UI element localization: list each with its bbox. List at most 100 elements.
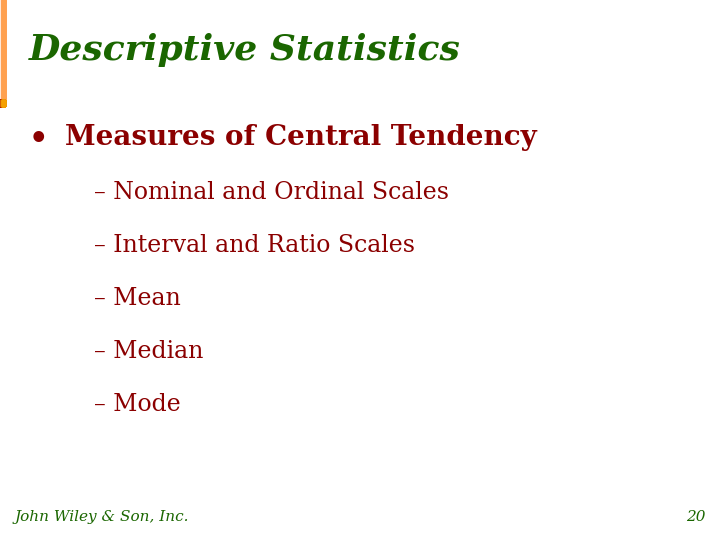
- Bar: [0, 100, 3, 106]
- Bar: [1, 0, 4, 100]
- Bar: [0, 100, 2, 106]
- Bar: [2, 100, 4, 106]
- Bar: [1, 100, 4, 106]
- Bar: [2, 100, 4, 106]
- Bar: [2, 0, 4, 100]
- Bar: [1, 100, 4, 106]
- Bar: [1, 0, 4, 100]
- Bar: [1, 100, 4, 106]
- Bar: [0, 100, 3, 106]
- Bar: [2, 100, 4, 106]
- Bar: [1, 0, 3, 100]
- Bar: [0, 100, 3, 106]
- Bar: [0, 0, 3, 100]
- Bar: [1, 100, 4, 106]
- Bar: [1, 0, 4, 100]
- Bar: [1, 100, 3, 106]
- Bar: [1, 100, 3, 106]
- Bar: [1, 0, 4, 100]
- Bar: [0, 0, 3, 100]
- Bar: [1, 0, 3, 100]
- Bar: [1, 100, 3, 106]
- Bar: [2, 0, 5, 100]
- Bar: [1, 100, 3, 106]
- Bar: [0, 100, 3, 106]
- Bar: [2, 100, 4, 106]
- Bar: [1, 100, 3, 106]
- Bar: [1, 100, 4, 106]
- Bar: [1, 100, 3, 106]
- Bar: [1, 100, 4, 106]
- Bar: [2, 100, 4, 106]
- Bar: [1, 100, 3, 106]
- Bar: [2, 0, 4, 100]
- Bar: [0, 100, 2, 106]
- Bar: [1, 0, 3, 100]
- Bar: [0, 100, 2, 106]
- Bar: [1, 0, 3, 100]
- Bar: [1, 0, 3, 100]
- Bar: [1, 100, 4, 106]
- Bar: [1, 0, 3, 100]
- Bar: [0, 0, 3, 100]
- Bar: [1, 0, 4, 100]
- Bar: [0, 100, 3, 106]
- Bar: [1, 100, 4, 106]
- Bar: [1, 0, 4, 100]
- Bar: [1, 100, 4, 106]
- Bar: [1, 100, 4, 106]
- Bar: [2, 0, 4, 100]
- Bar: [2, 0, 4, 100]
- Text: •: •: [29, 124, 48, 155]
- Bar: [1, 0, 4, 100]
- Bar: [2, 0, 4, 100]
- Bar: [1, 0, 3, 100]
- Text: 20: 20: [686, 510, 706, 524]
- Bar: [2, 0, 4, 100]
- Bar: [1, 0, 4, 100]
- Bar: [1, 0, 4, 100]
- Bar: [1, 0, 4, 100]
- Bar: [0, 100, 3, 106]
- Bar: [1, 0, 3, 100]
- Bar: [1, 100, 4, 106]
- Bar: [0, 0, 3, 100]
- Bar: [1, 100, 4, 106]
- Bar: [1, 0, 4, 100]
- Bar: [1, 0, 3, 100]
- Bar: [1, 100, 4, 106]
- Bar: [2, 100, 4, 106]
- Text: – Interval and Ratio Scales: – Interval and Ratio Scales: [94, 234, 415, 257]
- Bar: [0, 100, 2, 106]
- Bar: [0, 100, 3, 106]
- Bar: [0, 0, 3, 100]
- Bar: [1, 100, 3, 106]
- Bar: [2, 0, 5, 100]
- Bar: [1, 100, 4, 106]
- Bar: [1, 0, 4, 100]
- Bar: [1, 100, 4, 106]
- Bar: [2, 0, 4, 100]
- Bar: [2, 100, 5, 106]
- Bar: [1, 0, 3, 100]
- Bar: [2, 0, 4, 100]
- Bar: [1, 0, 4, 100]
- Bar: [0, 0, 3, 100]
- Bar: [1, 100, 4, 106]
- Bar: [0, 100, 2, 106]
- Bar: [1, 0, 4, 100]
- Bar: [0, 100, 3, 106]
- Bar: [1, 100, 4, 106]
- Bar: [2, 100, 4, 106]
- Bar: [0, 100, 3, 106]
- Bar: [1, 0, 4, 100]
- Bar: [1, 0, 3, 100]
- Bar: [1, 0, 4, 100]
- Bar: [1, 100, 3, 106]
- Bar: [1, 100, 4, 106]
- Bar: [1, 0, 4, 100]
- Bar: [0, 100, 3, 106]
- Bar: [1, 100, 4, 106]
- Bar: [1, 0, 4, 100]
- Bar: [1, 0, 3, 100]
